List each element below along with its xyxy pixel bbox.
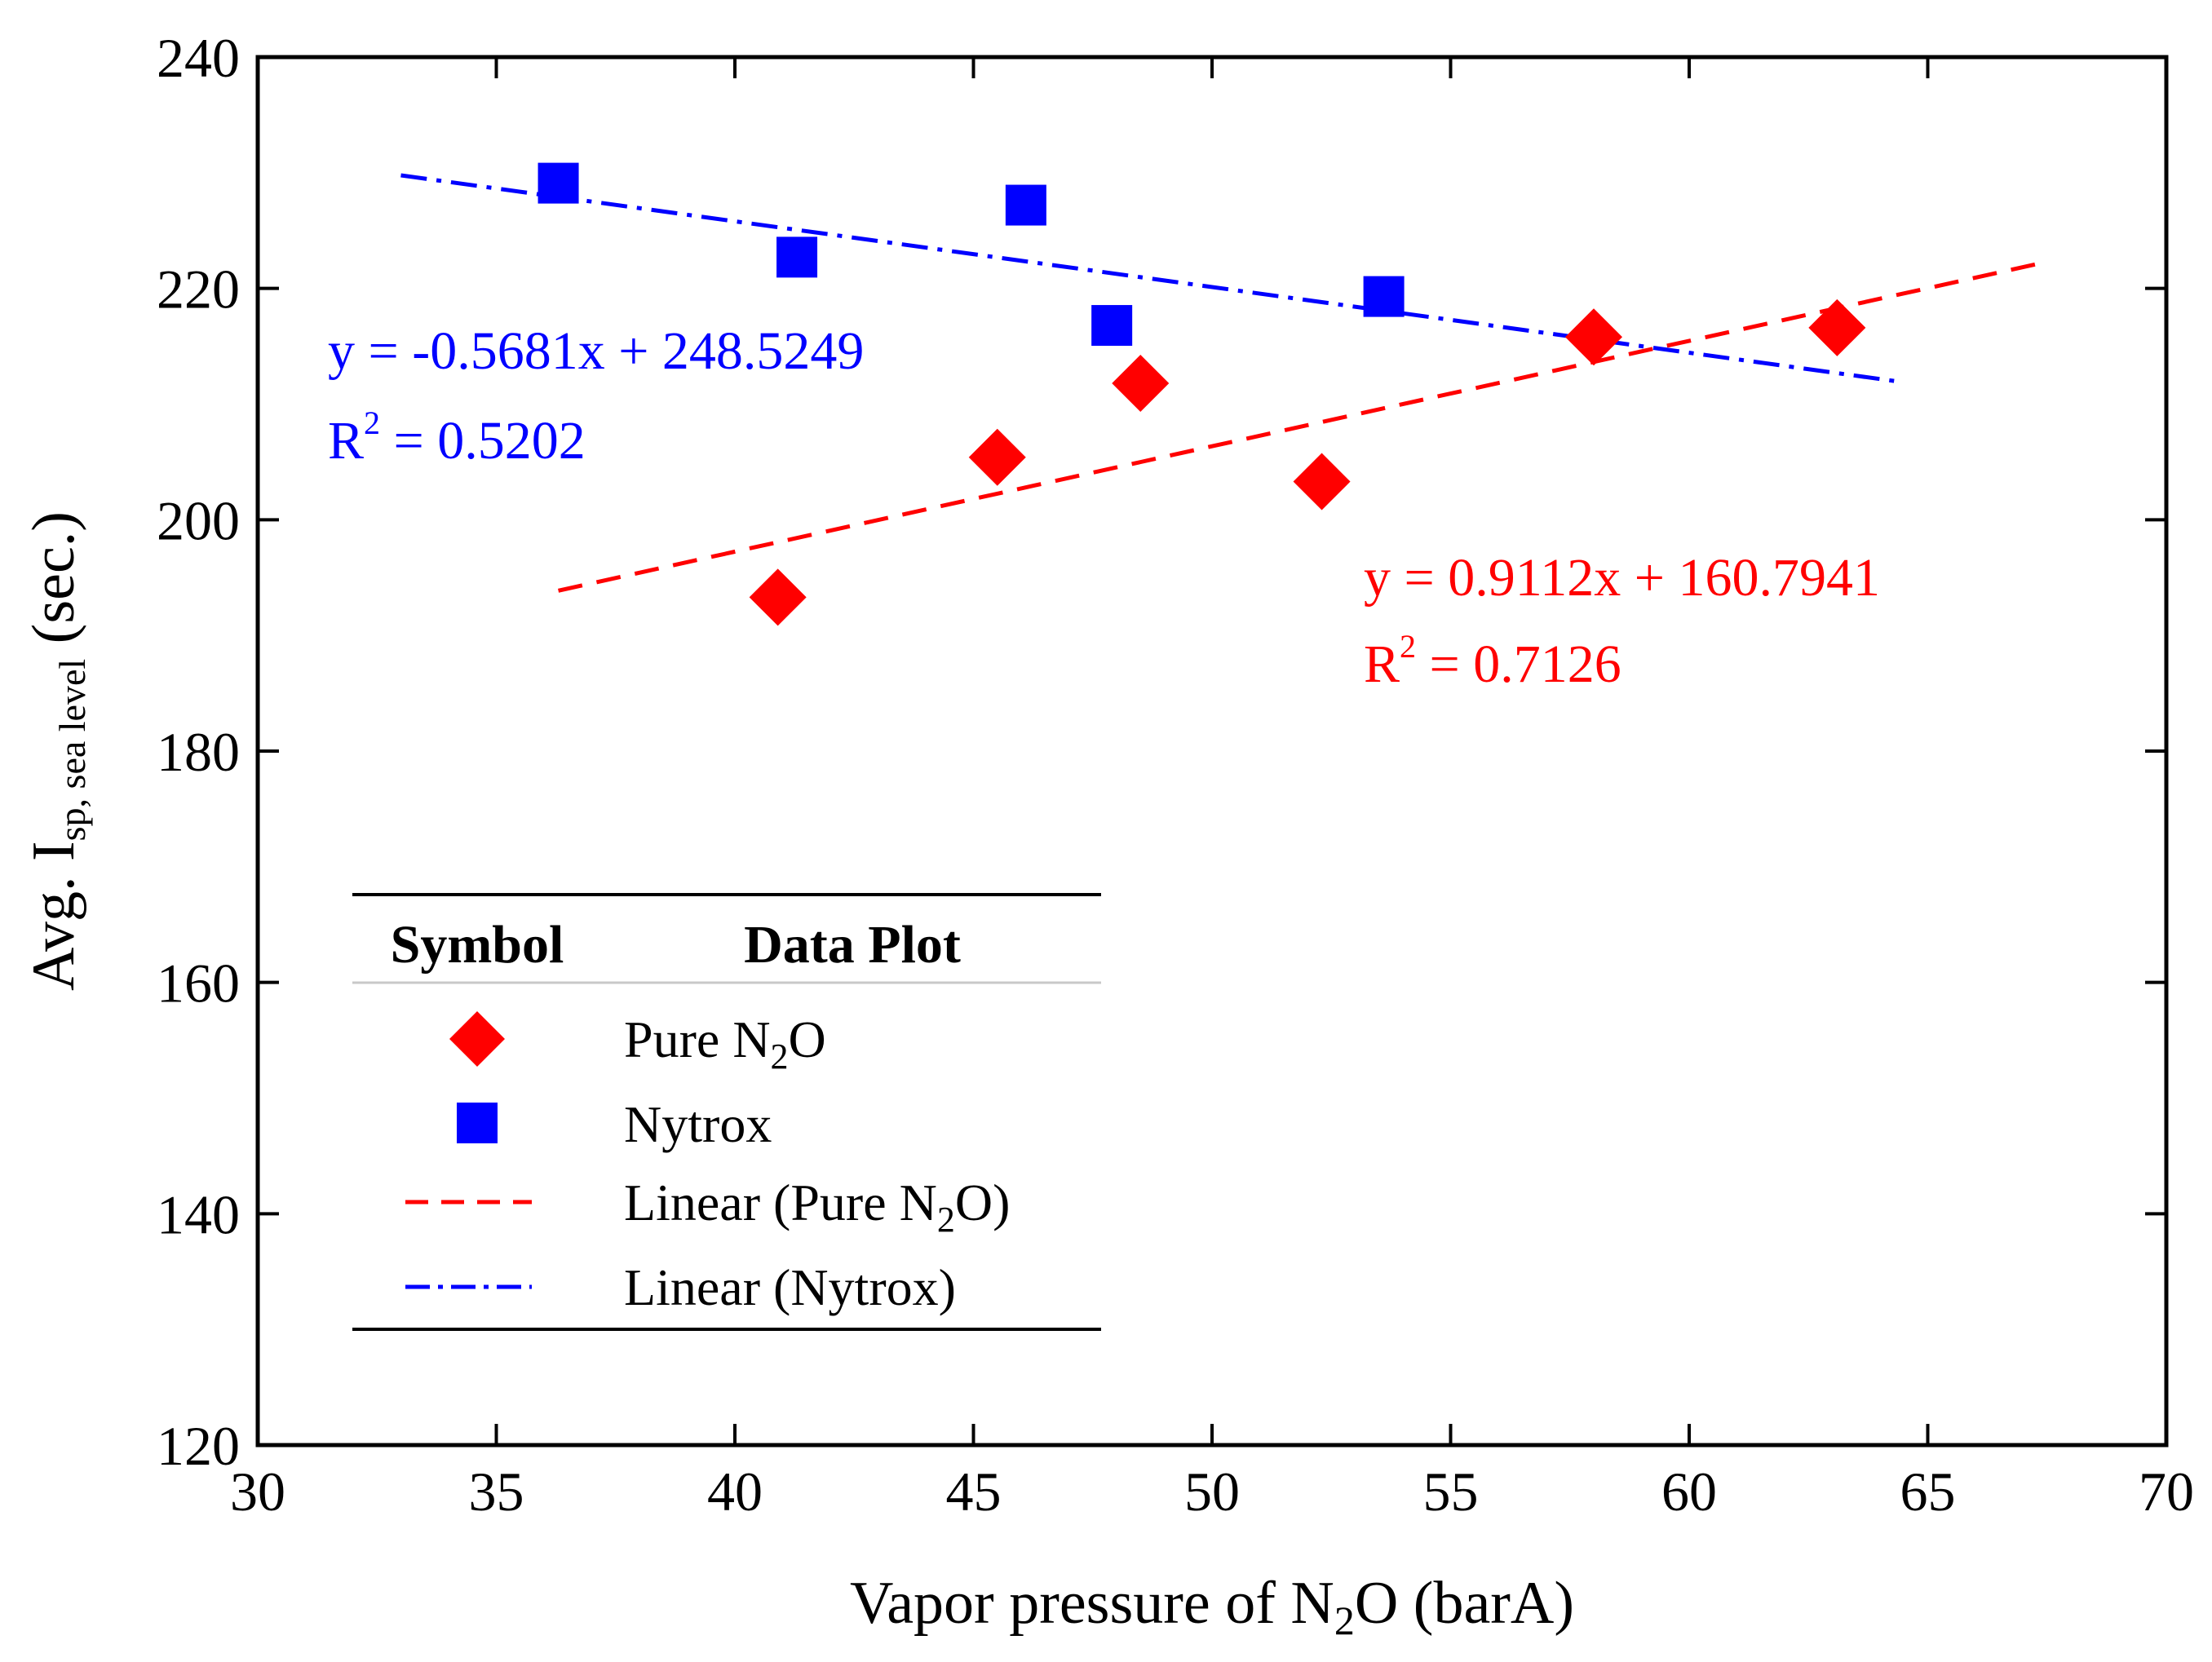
pure-equation: y = 0.9112x + 160.7941: [1364, 548, 1880, 608]
nytrox-r2: R2 = 0.5202: [328, 404, 586, 471]
x-tick-label: 55: [1423, 1461, 1479, 1523]
plot-frame: [255, 55, 2169, 1448]
axis-ticks: [256, 55, 2168, 1447]
point-pure: [968, 428, 1026, 486]
x-tick-label: 30: [230, 1461, 285, 1523]
x-tick-label: 65: [1900, 1461, 1956, 1523]
legend-header-symbol: Symbol: [391, 915, 564, 975]
y-tick-label: 120: [157, 1415, 240, 1477]
legend-header-plot: Data Plot: [744, 915, 961, 975]
x-tick-label: 70: [2139, 1461, 2194, 1523]
point-pure: [1808, 298, 1866, 356]
point-nytrox: [538, 162, 579, 204]
y-tick-label: 160: [157, 953, 240, 1014]
y-tick-label: 140: [157, 1183, 240, 1245]
y-tick-label: 220: [157, 259, 240, 320]
legend-label-nytrox: Nytrox: [624, 1095, 772, 1153]
tick-labels: 30 35 40 45 50 55 60 65 70 120 140 160 180 200 220 240: [157, 27, 2194, 1523]
y-tick-label: 200: [157, 489, 240, 551]
x-tick-label: 60: [1661, 1461, 1717, 1523]
point-nytrox: [1363, 276, 1405, 317]
x-tick-label: 35: [469, 1461, 524, 1523]
point-nytrox: [1091, 305, 1133, 347]
legend: Symbol Data Plot Pure N2O Nytrox Linear …: [352, 893, 1101, 1331]
point-pure: [749, 568, 807, 626]
legend-symbol-nytrox-square: [457, 1103, 498, 1143]
y-tick-label: 180: [157, 721, 240, 783]
point-nytrox: [1005, 184, 1046, 226]
point-pure: [1293, 453, 1351, 511]
point-nytrox: [776, 236, 818, 278]
trendline-pure: [558, 259, 2048, 593]
legend-symbol-pure-diamond: [449, 1011, 505, 1067]
x-axis-title: Vapor pressure of N2O (barA): [850, 1570, 1574, 1643]
x-tick-label: 45: [946, 1461, 1002, 1523]
point-pure: [1112, 354, 1170, 412]
x-tick-label: 50: [1184, 1461, 1240, 1523]
legend-label-pure: Pure N2O: [624, 1010, 826, 1076]
point-pure: [1565, 308, 1622, 366]
y-tick-label: 240: [157, 27, 240, 89]
data-markers: [538, 162, 1866, 626]
y-axis-title: Avg. Isp, sea level (sec.): [20, 511, 93, 991]
trendlines: [400, 173, 2048, 593]
x-tick-label: 40: [707, 1461, 763, 1523]
legend-label-linear-pure: Linear (Pure N2O): [624, 1174, 1010, 1240]
legend-label-linear-nytrox: Linear (Nytrox): [624, 1258, 956, 1316]
pure-r2: R2 = 0.7126: [1364, 628, 1621, 694]
nytrox-equation: y = -0.5681x + 248.5249: [328, 321, 864, 381]
